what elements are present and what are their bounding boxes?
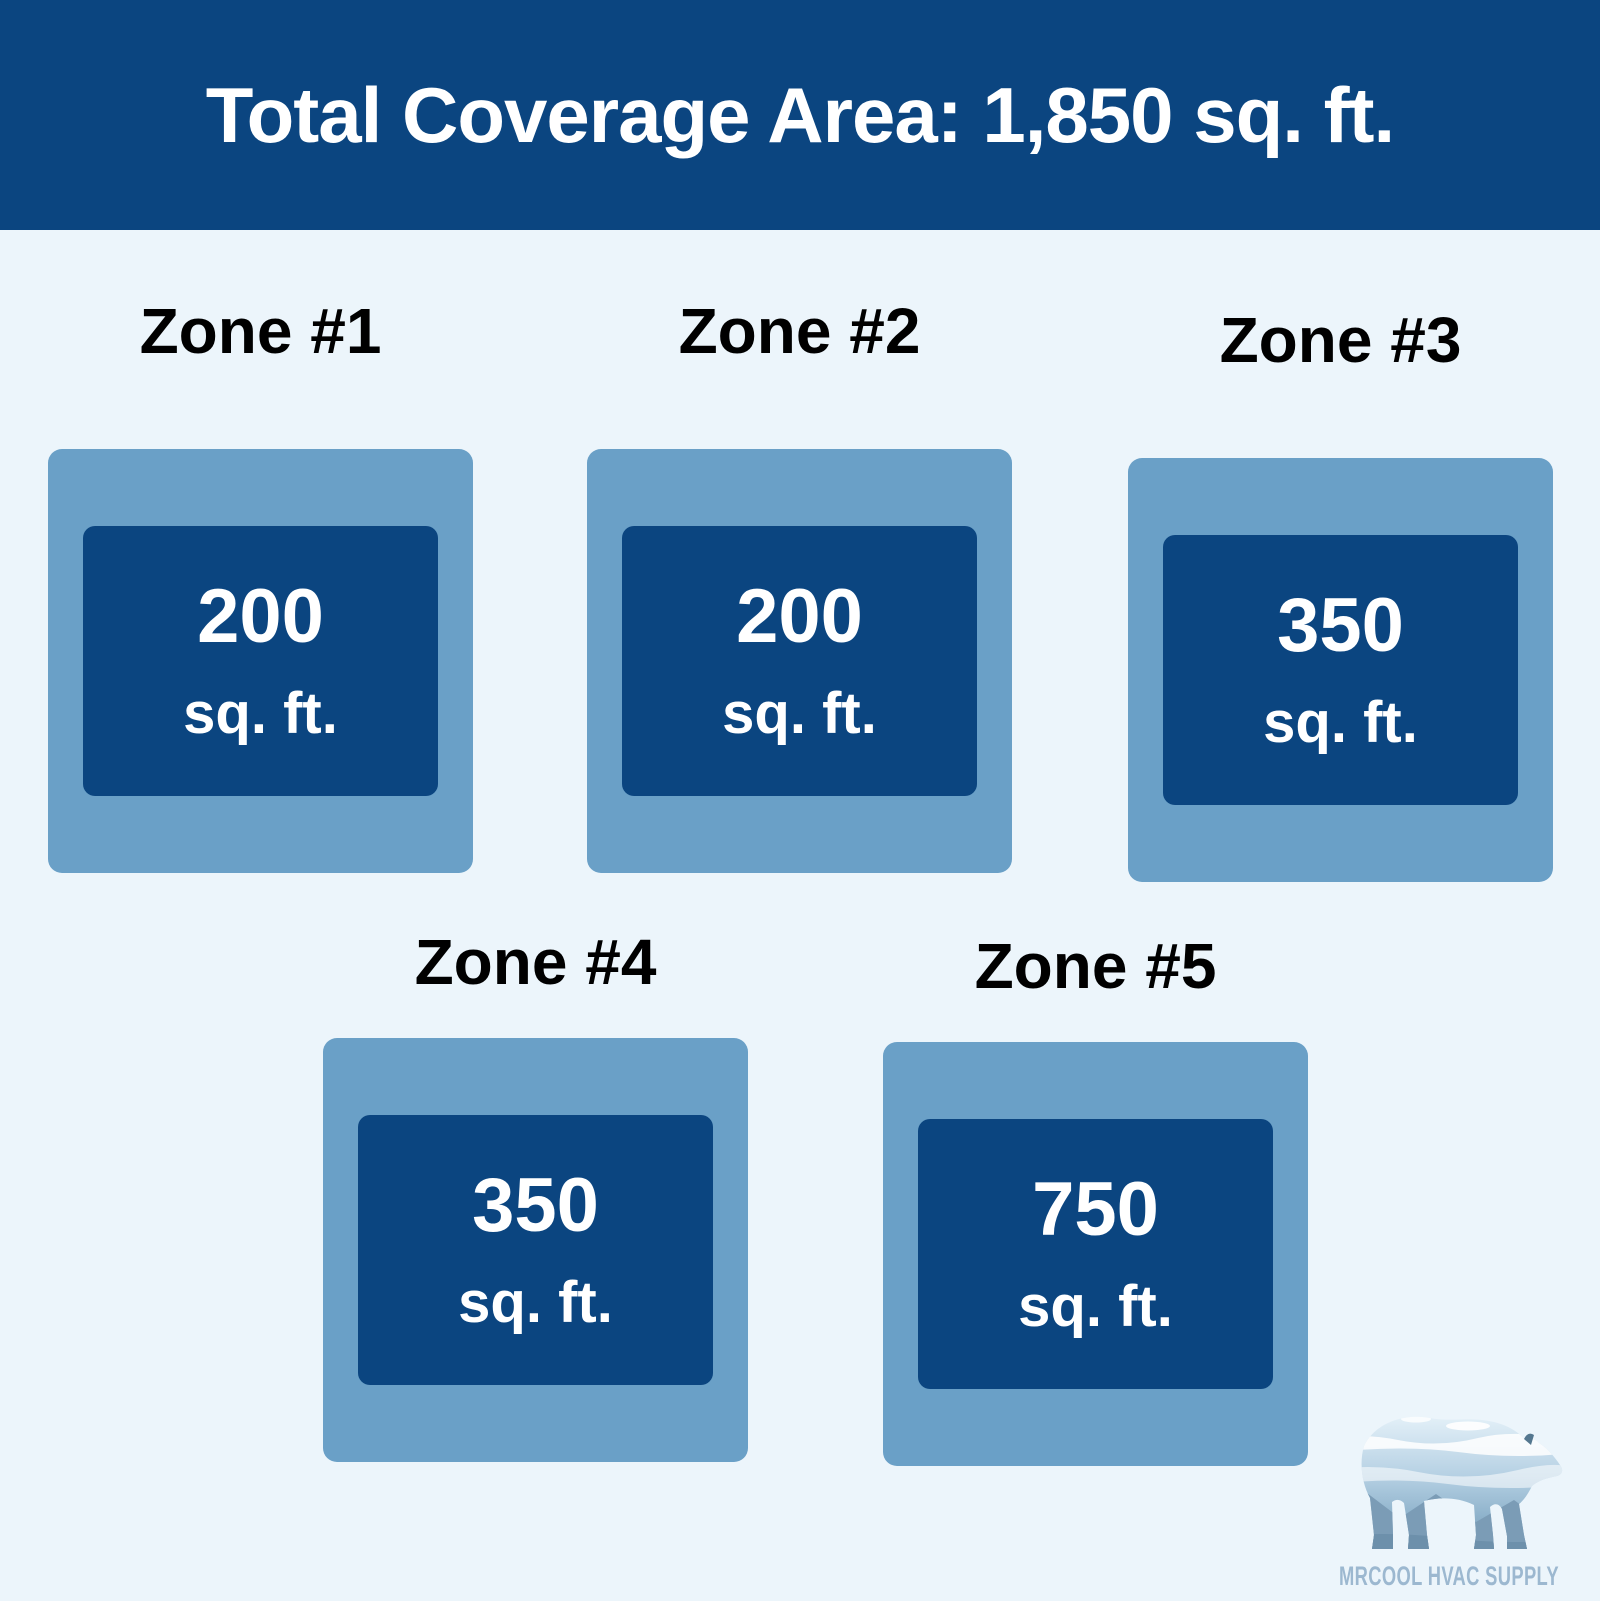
zone-1-panel: Zone #1 200 sq. ft. [48, 295, 473, 873]
header-band: Total Coverage Area: 1,850 sq. ft. [0, 0, 1600, 230]
zone-5-panel: Zone #5 750 sq. ft. [883, 930, 1308, 1466]
page-title: Total Coverage Area: 1,850 sq. ft. [205, 70, 1395, 159]
zone-2-label: Zone #2 [678, 295, 921, 368]
zone-1-label: Zone #1 [139, 295, 382, 368]
zone-2-coverage-box: 200 sq. ft. [622, 526, 977, 796]
polar-bear-icon: MRCOOL HVAC SUPPLY [1339, 1416, 1563, 1591]
bear-ear-icon [1524, 1433, 1534, 1445]
zone-4-panel: Zone #4 350 sq. ft. [323, 926, 748, 1462]
zone-2-unit: sq. ft. [722, 681, 877, 746]
zone-3-panel: Zone #3 350 sq. ft. [1128, 304, 1553, 882]
zone-1-coverage-box: 200 sq. ft. [83, 526, 438, 796]
zone-4-coverage-box: 350 sq. ft. [358, 1115, 713, 1385]
zone-1-value: 200 [197, 574, 324, 659]
zone-5-value: 750 [1032, 1167, 1159, 1252]
brand-name: MRCOOL HVAC SUPPLY [1339, 1561, 1559, 1591]
mrcool-logo: MRCOOL HVAC SUPPLY [1318, 1388, 1580, 1596]
zone-2-value: 200 [736, 574, 863, 659]
zone-3-label: Zone #3 [1219, 304, 1462, 377]
zone-5-unit: sq. ft. [1018, 1274, 1173, 1339]
zone-3-coverage-box: 350 sq. ft. [1163, 535, 1518, 805]
zone-2-panel: Zone #2 200 sq. ft. [587, 295, 1012, 873]
zone-3-unit: sq. ft. [1263, 690, 1418, 755]
zone-4-label: Zone #4 [414, 926, 657, 999]
zone-5-label: Zone #5 [974, 930, 1217, 1003]
zone-3-value: 350 [1277, 583, 1404, 668]
zone-4-unit: sq. ft. [458, 1270, 613, 1335]
zone-5-coverage-box: 750 sq. ft. [918, 1119, 1273, 1389]
zone-1-unit: sq. ft. [183, 681, 338, 746]
zone-4-value: 350 [472, 1163, 599, 1248]
